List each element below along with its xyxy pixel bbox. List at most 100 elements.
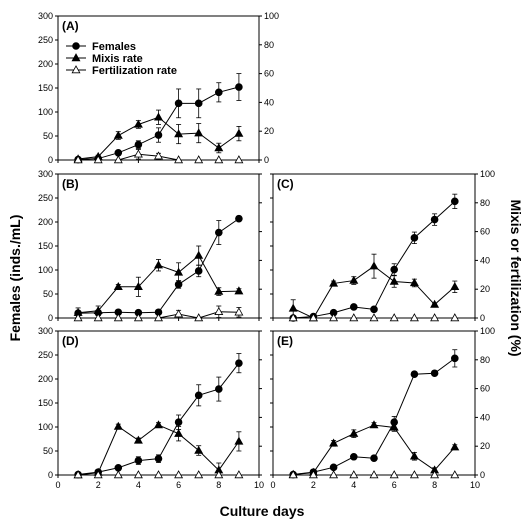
data-point-mixis-rate	[154, 260, 163, 269]
legend-marker	[71, 65, 81, 74]
data-point-fertilization-rate	[154, 151, 163, 160]
x-tick-label: 8	[432, 480, 437, 490]
y-left-tick-label: 250	[38, 193, 53, 203]
data-point-females	[235, 83, 243, 91]
panel-label: (C)	[277, 177, 294, 191]
y-right-tick-label: 60	[480, 384, 490, 394]
data-point-fertilization-rate	[409, 313, 419, 322]
y-left-tick-label: 0	[48, 155, 53, 165]
y-left-tick-label: 100	[38, 107, 53, 117]
data-point-females	[430, 215, 439, 224]
data-point-females	[215, 88, 223, 97]
data-point-fertilization-rate	[349, 470, 359, 479]
data-point-fertilization-rate	[389, 313, 399, 322]
x-axis-title: Culture days	[220, 503, 305, 519]
data-point-fertilization-rate	[174, 155, 184, 164]
panel-label: (B)	[62, 177, 79, 191]
data-point-mixis-rate	[174, 267, 184, 276]
legend-marker	[71, 53, 81, 62]
x-tick-label: 0	[270, 480, 275, 490]
data-point-fertilization-rate	[73, 470, 83, 479]
legend-label: Mixis rate	[92, 53, 143, 65]
data-point-females	[390, 265, 399, 274]
data-point-females	[450, 354, 459, 363]
y-right-tick-label: 20	[480, 284, 490, 294]
data-point-fertilization-rate	[194, 313, 204, 322]
data-point-mixis-rate	[409, 451, 419, 460]
data-point-females	[174, 99, 183, 108]
data-point-fertilization-rate	[174, 309, 184, 318]
data-point-fertilization-rate	[349, 313, 359, 322]
data-point-females	[154, 454, 163, 463]
y-right-tick-label: 0	[264, 155, 269, 165]
y-left-tick-label: 150	[38, 398, 53, 408]
legend-label: Fertilization rate	[92, 65, 177, 77]
data-point-fertilization-rate	[93, 470, 103, 479]
y-left-tick-label: 300	[38, 326, 53, 336]
y-right-tick-label: 60	[480, 227, 490, 237]
data-point-fertilization-rate	[234, 155, 244, 164]
data-point-fertilization-rate	[430, 470, 440, 479]
data-point-mixis-rate	[194, 128, 204, 137]
legend-marker	[72, 42, 80, 50]
data-point-mixis-rate	[133, 435, 143, 444]
data-point-fertilization-rate	[73, 313, 83, 322]
data-point-females	[134, 140, 143, 149]
data-point-mixis-rate	[430, 299, 440, 308]
data-point-fertilization-rate	[93, 155, 103, 164]
data-point-females	[430, 369, 439, 378]
data-point-fertilization-rate	[133, 470, 143, 479]
data-point-mixis-rate	[194, 250, 204, 259]
y-left-tick-label: 150	[38, 83, 53, 93]
data-point-females	[235, 359, 243, 367]
series-fertilization-rate	[73, 149, 244, 164]
data-point-females	[235, 214, 243, 223]
data-point-fertilization-rate	[450, 313, 460, 322]
data-point-fertilization-rate	[174, 470, 184, 479]
panel-c: 0 20 40 60 80 100 (C)	[270, 169, 495, 323]
y-axis-left-title: Females (inds./mL)	[7, 215, 23, 342]
series-mixis-rate	[288, 253, 460, 322]
x-tick-label: 10	[254, 480, 264, 490]
legend-label: Females	[92, 41, 136, 53]
y-right-tick-label: 40	[480, 255, 490, 265]
data-point-mixis-rate	[349, 428, 359, 437]
data-point-fertilization-rate	[113, 155, 123, 164]
data-point-mixis-rate	[329, 278, 339, 287]
data-point-mixis-rate	[234, 286, 244, 295]
data-point-females	[114, 463, 123, 472]
y-left-tick-label: 50	[43, 131, 53, 141]
x-tick-label: 0	[55, 480, 60, 490]
panel-label: (D)	[62, 334, 79, 348]
data-point-fertilization-rate	[214, 470, 224, 479]
data-point-females	[370, 305, 378, 314]
data-point-fertilization-rate	[308, 470, 318, 479]
data-point-females	[215, 385, 223, 393]
data-point-mixis-rate	[133, 281, 143, 290]
data-point-fertilization-rate	[133, 313, 143, 322]
data-point-fertilization-rate	[369, 313, 379, 322]
y-left-tick-label: 300	[38, 169, 53, 179]
data-point-mixis-rate	[389, 422, 399, 431]
data-point-mixis-rate	[288, 303, 298, 312]
panels-group: 050100150200250300020406080100(A)Females…	[38, 11, 495, 490]
data-point-fertilization-rate	[450, 470, 460, 479]
y-left-tick-label: 150	[38, 241, 53, 251]
data-point-fertilization-rate	[234, 470, 244, 479]
data-point-mixis-rate	[133, 119, 143, 128]
data-point-females	[194, 391, 203, 400]
y-right-tick-label: 80	[264, 40, 274, 50]
y-axis-right-title: Mixis or fertilization (%)	[508, 199, 524, 356]
y-right-tick-label: 0	[480, 313, 485, 323]
data-point-mixis-rate	[450, 442, 460, 451]
data-point-fertilization-rate	[214, 306, 224, 315]
data-point-females	[114, 149, 123, 157]
series-fertilization-rate	[288, 470, 460, 479]
data-point-fertilization-rate	[194, 470, 204, 479]
data-point-females	[194, 99, 203, 108]
plot-frame	[57, 330, 260, 476]
data-point-females	[154, 131, 163, 139]
data-point-fertilization-rate	[329, 313, 339, 322]
